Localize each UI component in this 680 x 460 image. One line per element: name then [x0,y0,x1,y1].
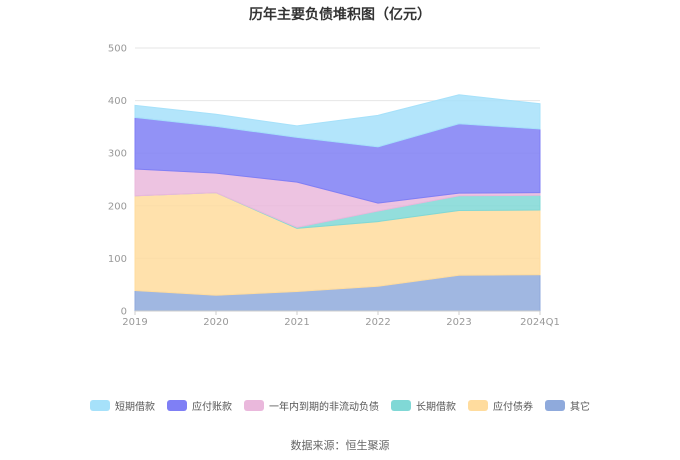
legend-label: 一年内到期的非流动负债 [269,402,379,413]
x-tick-label: 2024Q1 [520,317,560,328]
y-tick-label: 300 [108,149,127,160]
legend-item[interactable]: 其它 [545,398,590,413]
legend-label: 短期借款 [115,402,155,413]
legend-label: 长期借款 [416,402,456,413]
legend-item[interactable]: 短期借款 [90,398,155,413]
x-tick-label: 2023 [446,317,471,328]
x-tick-label: 2019 [122,317,147,328]
legend-label: 其它 [570,402,590,413]
y-tick-label: 200 [108,201,127,212]
x-tick-label: 2022 [365,317,390,328]
legend-swatch [545,400,565,411]
legend-swatch [391,400,411,411]
legend-swatch [90,400,110,411]
area-layer [134,94,541,312]
legend-label: 应付账款 [192,402,232,413]
area-series-5 [134,94,541,148]
y-tick-label: 500 [108,44,127,55]
legend: 短期借款 应付账款 一年内到期的非流动负债 长期借款 应付债券 其它 [0,398,680,413]
legend-swatch [167,400,187,411]
y-tick-label: 400 [108,96,127,107]
legend-item[interactable]: 应付账款 [167,398,232,413]
legend-item[interactable]: 长期借款 [391,398,456,413]
chart-title: 历年主要负债堆积图（亿元） [249,7,431,23]
x-tick-label: 2020 [203,317,228,328]
data-source-note: 数据来源：恒生聚源 [290,439,390,452]
legend-item[interactable]: 一年内到期的非流动负债 [244,398,379,413]
legend-item[interactable]: 应付债券 [468,398,533,413]
y-tick-label: 100 [108,254,127,265]
legend-swatch [244,400,264,411]
axis-layer: 0 100 200 300 400 500 2019 2020 2021 2022 2023 2024… [108,44,560,329]
legend-label: 应付债券 [493,402,533,413]
legend-swatch [468,400,488,411]
x-tick-label: 2021 [284,317,309,328]
y-tick-label: 0 [121,307,127,318]
